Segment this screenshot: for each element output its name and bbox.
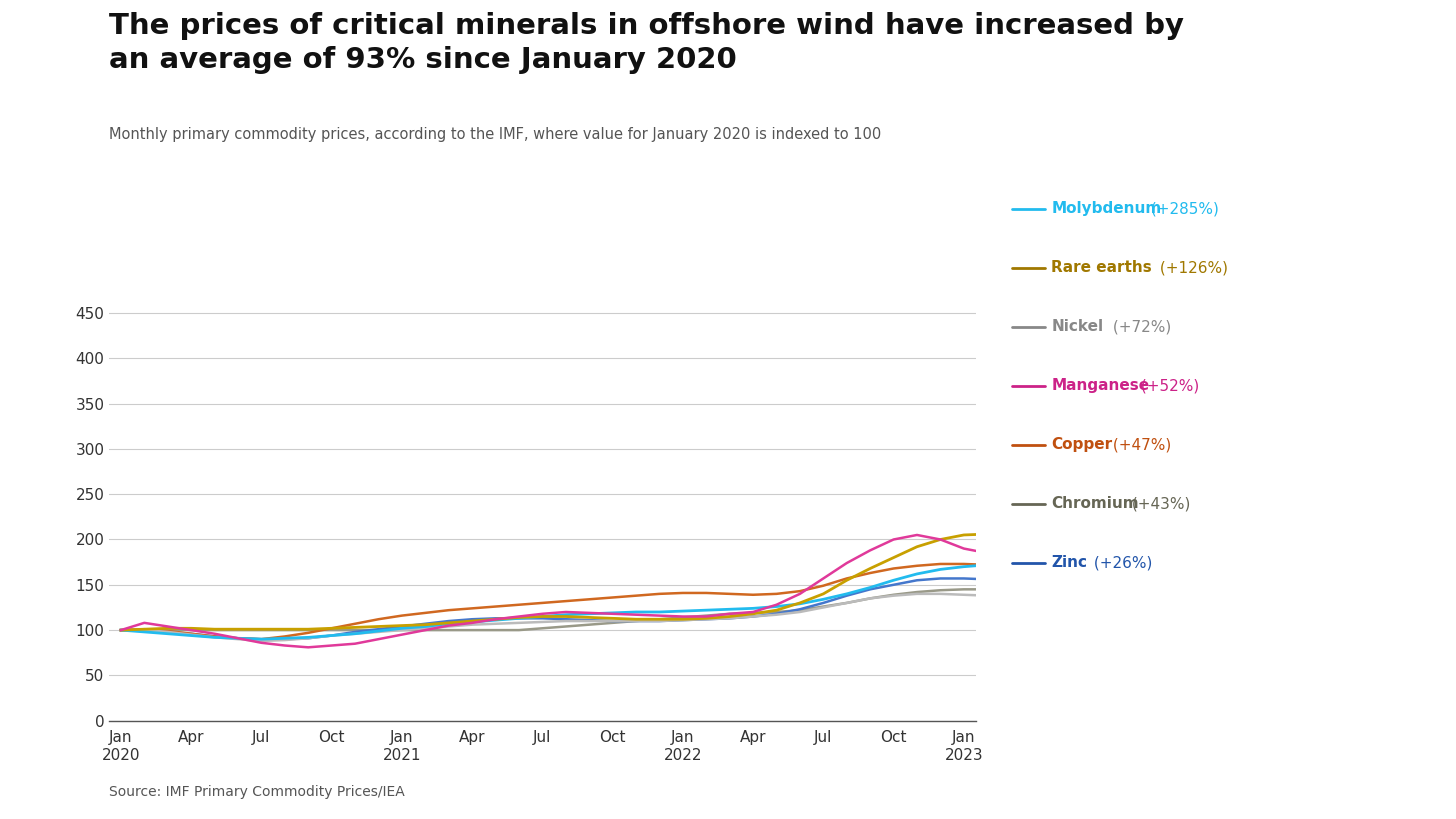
Text: Monthly primary commodity prices, according to the IMF, where value for January : Monthly primary commodity prices, accord…	[109, 127, 881, 142]
Text: Molybdenum: Molybdenum	[1051, 201, 1162, 216]
Text: (+43%): (+43%)	[1127, 496, 1191, 511]
Text: Copper: Copper	[1051, 437, 1112, 452]
Text: Manganese: Manganese	[1051, 378, 1149, 393]
Text: Chromium: Chromium	[1051, 496, 1139, 511]
Text: Zinc: Zinc	[1051, 555, 1088, 570]
Text: (+47%): (+47%)	[1108, 437, 1171, 452]
Text: (+72%): (+72%)	[1108, 319, 1171, 334]
Text: Nickel: Nickel	[1051, 319, 1104, 334]
Text: The prices of critical minerals in offshore wind have increased by
an average of: The prices of critical minerals in offsh…	[109, 12, 1184, 74]
Text: (+26%): (+26%)	[1089, 555, 1153, 570]
Text: Source: IMF Primary Commodity Prices/IEA: Source: IMF Primary Commodity Prices/IEA	[109, 785, 405, 799]
Text: (+52%): (+52%)	[1136, 378, 1200, 393]
Text: (+126%): (+126%)	[1156, 260, 1229, 275]
Text: Rare earths: Rare earths	[1051, 260, 1152, 275]
Text: (+285%): (+285%)	[1146, 201, 1219, 216]
